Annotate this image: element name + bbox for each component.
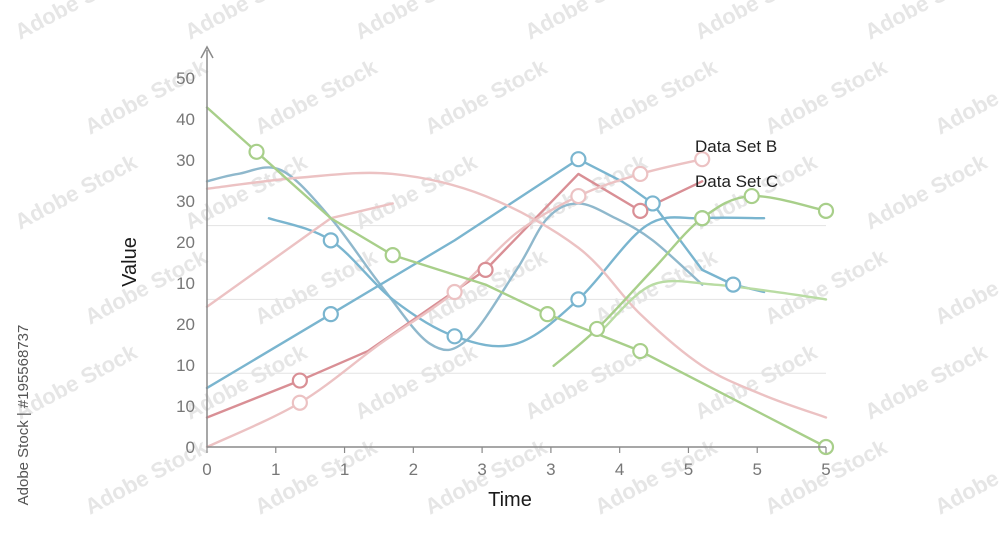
series-4-markers [291, 202, 649, 389]
watermark-text: Adobe Stock [251, 244, 382, 330]
watermark-text: Adobe Stock [591, 54, 722, 140]
series-6 [205, 202, 394, 308]
watermark-text: Adobe Stock [351, 149, 482, 235]
y-tick-label: 40 [176, 110, 195, 129]
y-tick-label: 20 [176, 233, 195, 252]
y-tick-label: 10 [176, 397, 195, 416]
watermark-text: Adobe Stock [861, 0, 992, 44]
series-8 [205, 106, 828, 449]
watermark-text: Adobe Stock [861, 339, 992, 425]
series-2-markers [322, 151, 742, 323]
series-5 [205, 171, 828, 419]
data-point [694, 151, 711, 168]
series-line [205, 166, 704, 352]
data-point [477, 261, 494, 278]
data-point [644, 195, 661, 212]
series-line [601, 279, 828, 331]
data-point [632, 165, 649, 183]
data-point [446, 328, 463, 345]
y-tick-label: 50 [176, 69, 195, 88]
x-axis-title: Time [488, 489, 532, 511]
legend: Data Set B Data Set C [695, 137, 778, 191]
series-2 [205, 157, 766, 390]
series-line [205, 157, 766, 390]
y-axis-title: Value [119, 237, 141, 287]
watermark-text: Adobe Stock [351, 0, 482, 44]
x-tick-label: 2 [409, 460, 418, 479]
data-point [632, 342, 649, 360]
series-line [205, 171, 828, 419]
series-7-markers [291, 151, 711, 411]
data-point [384, 247, 401, 264]
x-tick-label: 1 [271, 460, 280, 479]
data-point [570, 151, 587, 168]
data-point [588, 320, 606, 338]
y-tick-label: 20 [176, 315, 195, 334]
axes [200, 45, 826, 448]
y-tick-label: 30 [176, 151, 195, 170]
data-point [570, 291, 587, 308]
series-line [205, 106, 828, 449]
watermark-text: Adobe Stock [931, 54, 1000, 140]
x-tick-label: 4 [615, 460, 624, 479]
y-axis-arrow [200, 45, 214, 59]
data-point [725, 276, 742, 293]
data-point [632, 202, 649, 219]
watermark-text: Adobe Stock [181, 0, 312, 44]
watermark-text: Adobe Stock [11, 149, 142, 235]
watermark-text: Adobe Stock [521, 339, 652, 425]
watermark-text: Adobe Stock [521, 0, 652, 44]
x-tick-label: 5 [821, 460, 830, 479]
legend-label: Data Set B [695, 137, 777, 156]
x-tick-label: 5 [684, 460, 693, 479]
data-point [539, 306, 556, 323]
series-1 [205, 166, 704, 352]
data-point [817, 202, 835, 219]
series-layer [205, 106, 835, 456]
series-8-markers [248, 143, 835, 456]
series-3 [267, 216, 766, 348]
side-caption: Adobe Stock | #195568737 [15, 325, 32, 506]
watermark-text: Adobe Stock [691, 0, 822, 44]
watermark-layer: Adobe Stock Adobe Stock Adobe Stock Adobe S… [11, 0, 1000, 519]
x-tick-label: 0 [202, 460, 211, 479]
data-point [322, 306, 339, 323]
series-line [267, 216, 766, 348]
x-tick-label: 5 [752, 460, 761, 479]
y-tick-label: 0 [186, 438, 195, 457]
legend-label: Data Set C [695, 172, 778, 191]
data-point [694, 210, 711, 227]
data-point [743, 187, 760, 205]
data-point [322, 232, 339, 249]
x-tick-label: 3 [546, 460, 555, 479]
data-point [446, 283, 463, 301]
data-point [248, 143, 265, 160]
series-line [205, 202, 394, 308]
tick-labels: 0 10 10 20 10 20 30 30 40 50 0 1 1 2 3 3 4 5 5 5 [176, 69, 831, 479]
y-tick-label: 10 [176, 356, 195, 375]
y-tick-label: 10 [176, 274, 195, 293]
watermark-text: Adobe Stock [761, 244, 892, 330]
watermark-text: Adobe Stock [421, 54, 552, 140]
series-9-markers [588, 187, 835, 338]
watermark-text: Adobe Stock [931, 434, 1000, 520]
watermark-text: Adobe Stock [761, 54, 892, 140]
watermark-text: Adobe Stock [181, 149, 312, 235]
watermark-text: Adobe Stock [251, 54, 382, 140]
data-point [291, 372, 308, 389]
data-point [570, 187, 587, 205]
series-10 [601, 279, 828, 331]
watermark-text: Adobe Stock [931, 244, 1000, 330]
x-tick-label: 1 [340, 460, 349, 479]
watermark-text: Adobe Stock [861, 149, 992, 235]
data-point [291, 394, 308, 411]
watermark-text: Adobe Stock [11, 0, 142, 44]
y-tick-label: 30 [176, 192, 195, 211]
x-tick-label: 3 [477, 460, 486, 479]
